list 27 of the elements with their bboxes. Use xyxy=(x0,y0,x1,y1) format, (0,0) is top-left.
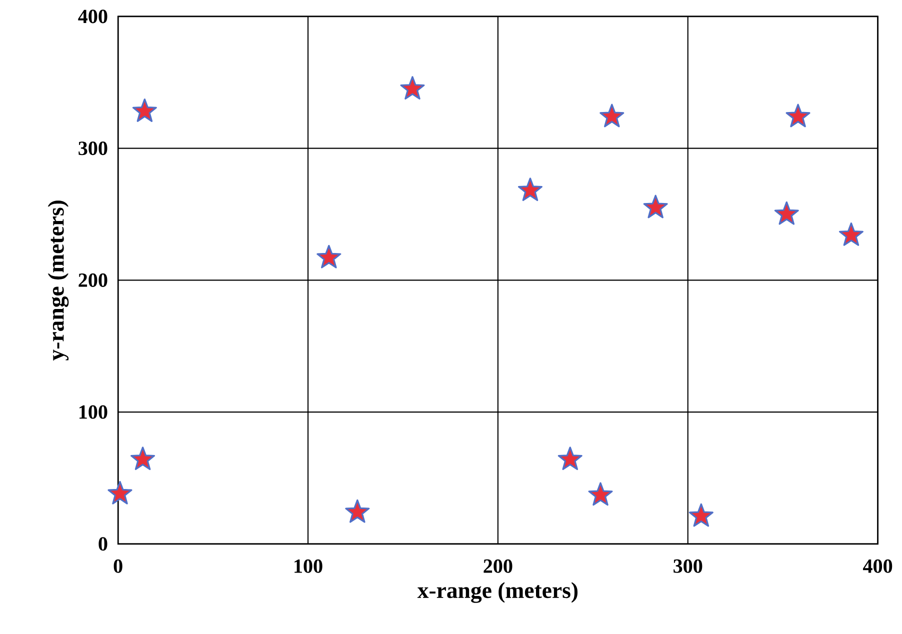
point xyxy=(130,446,156,470)
x-tick-label: 400 xyxy=(863,559,892,573)
x-axis-title: x-range (meters) xyxy=(417,582,578,603)
x-tick-label: 100 xyxy=(294,559,322,573)
x-tick-label: 0 xyxy=(114,559,122,573)
y-tick-label: 300 xyxy=(78,142,108,156)
point xyxy=(316,244,342,268)
y-tick-label: 0 xyxy=(98,537,108,551)
point xyxy=(108,480,132,504)
point xyxy=(400,76,425,100)
point xyxy=(774,201,799,225)
point xyxy=(588,482,613,506)
point xyxy=(558,446,582,470)
point xyxy=(643,194,668,218)
point xyxy=(786,104,810,128)
y-tick-label: 100 xyxy=(79,405,108,419)
point xyxy=(132,98,157,122)
x-tick-label: 200 xyxy=(484,559,512,573)
point xyxy=(600,104,624,128)
y-tick-label: 200 xyxy=(78,273,108,287)
point xyxy=(345,499,370,523)
point xyxy=(838,222,864,246)
y-axis-title: y-range (meters) xyxy=(48,200,69,361)
x-tick-label: 300 xyxy=(674,559,702,573)
y-tick-label: 400 xyxy=(78,10,108,24)
point xyxy=(688,503,714,527)
point xyxy=(518,178,542,202)
